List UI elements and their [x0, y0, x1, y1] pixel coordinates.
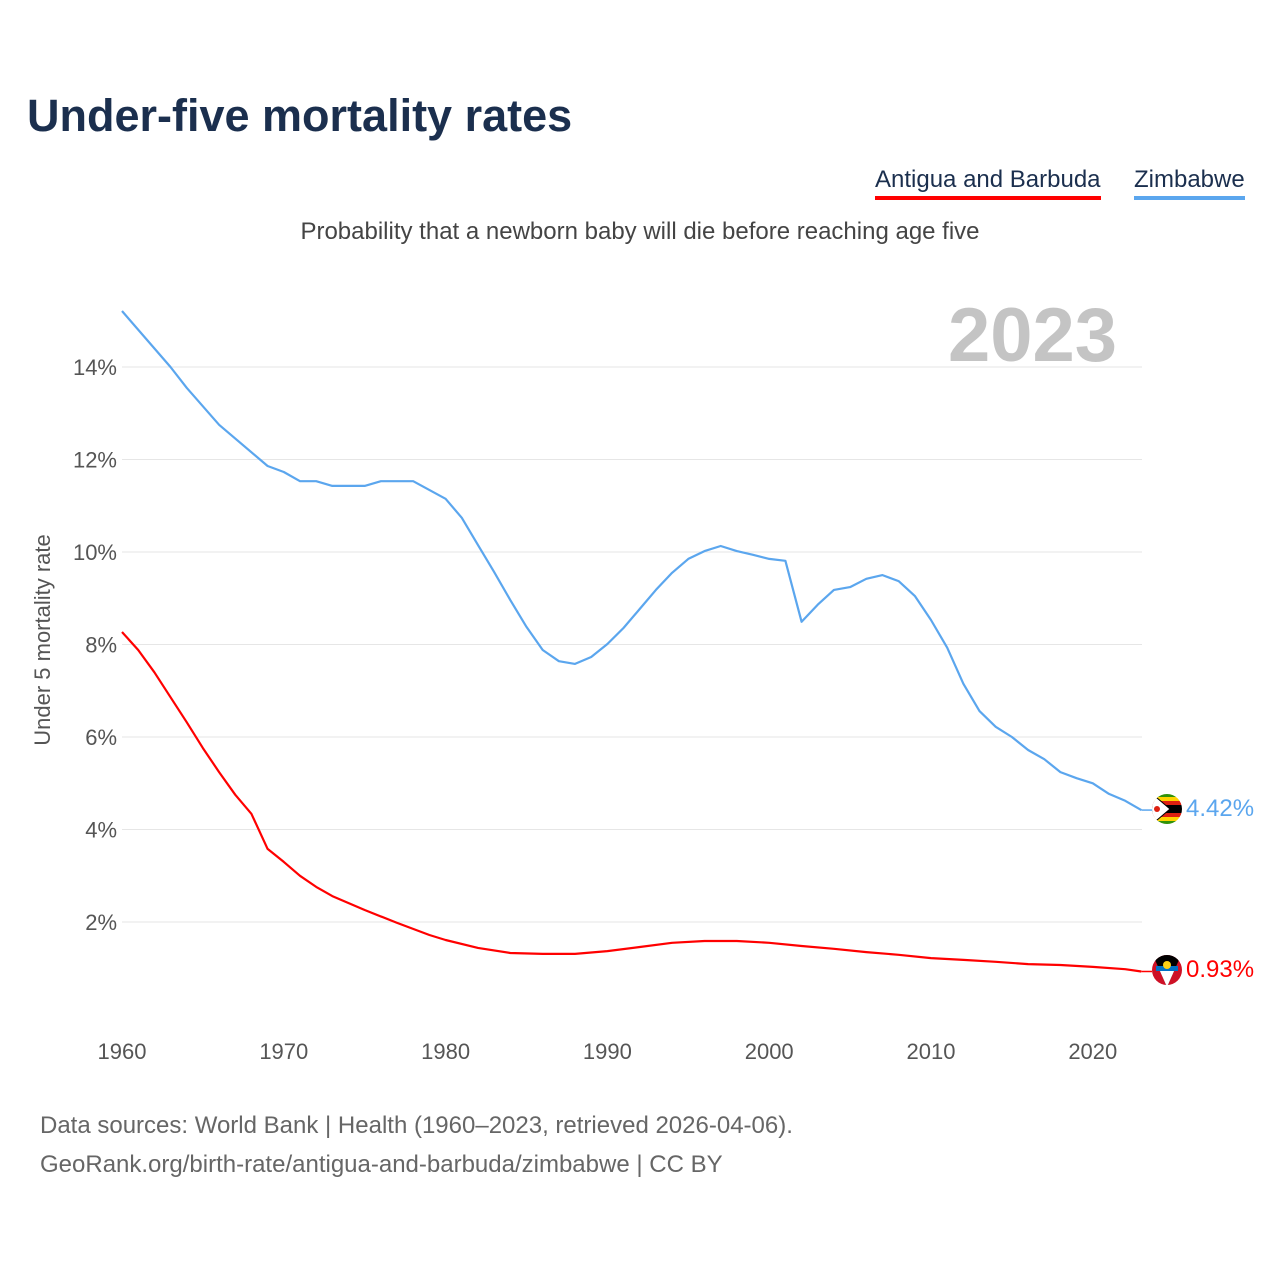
y-tick-label: 6% — [85, 725, 117, 750]
x-tick-label: 1980 — [421, 1039, 470, 1064]
series-line-zimbabwe — [121, 310, 1142, 812]
y-tick-label: 12% — [73, 448, 117, 473]
zimbabwe-flag-icon — [1152, 794, 1182, 824]
x-tick-label: 1960 — [98, 1039, 147, 1064]
y-tick-label: 14% — [73, 355, 117, 380]
y-tick-label: 2% — [85, 910, 117, 935]
end-label-zimbabwe: 4.42% — [1186, 795, 1254, 822]
y-axis-label: Under 5 mortality rate — [30, 534, 55, 746]
legend-item-antigua-and-barbuda[interactable]: Antigua and Barbuda — [875, 166, 1101, 200]
legend-item-zimbabwe[interactable]: Zimbabwe — [1134, 166, 1245, 200]
x-tick-label: 2000 — [745, 1039, 794, 1064]
source-line-1: Data sources: World Bank | Health (1960–… — [40, 1112, 793, 1139]
source-line-2[interactable]: GeoRank.org/birth-rate/antigua-and-barbu… — [40, 1151, 723, 1178]
series-line-antigua-and-barbuda — [121, 631, 1142, 973]
chart-subtitle: Probability that a newborn baby will die… — [300, 218, 980, 245]
chart-title: Under-five mortality rates — [27, 90, 573, 141]
x-tick-label: 1990 — [583, 1039, 632, 1064]
x-tick-label: 1970 — [259, 1039, 308, 1064]
y-tick-label: 10% — [73, 540, 117, 565]
antigua-and-barbuda-flag-icon — [1152, 955, 1182, 985]
y-tick-label: 4% — [85, 818, 117, 843]
year-label: 2023 — [948, 293, 1118, 378]
x-tick-label: 2020 — [1068, 1039, 1117, 1064]
end-label-antigua-and-barbuda: 0.93% — [1186, 956, 1254, 983]
y-tick-label: 8% — [85, 633, 117, 658]
source-note: Data sources: World Bank | Health (1960–… — [40, 1106, 793, 1184]
x-tick-label: 2010 — [907, 1039, 956, 1064]
